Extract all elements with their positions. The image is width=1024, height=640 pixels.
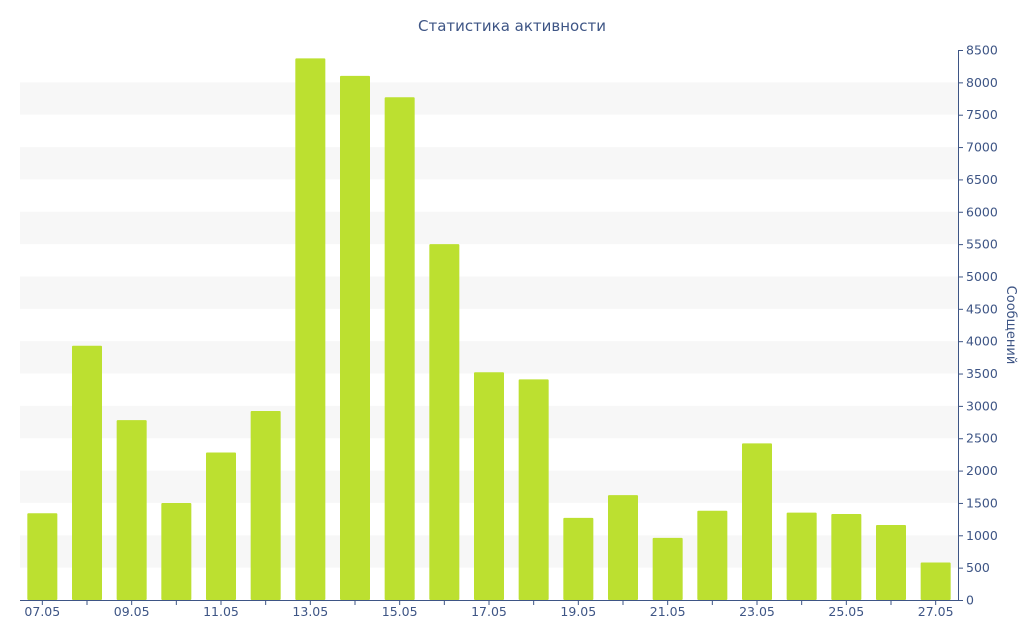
y-tick-label: 0 xyxy=(966,593,974,608)
bar-11.05[interactable] xyxy=(206,452,236,600)
axes: 0 500 1000 1500 2000 2500 3000 3500 4000 4500 5000… xyxy=(20,43,998,619)
bar-13.05[interactable] xyxy=(295,58,326,601)
bar-18.05[interactable] xyxy=(518,379,549,600)
y-tick-label: 6500 xyxy=(966,172,998,187)
bar-08.05[interactable] xyxy=(72,345,102,600)
bar-14.05[interactable] xyxy=(340,75,370,601)
y-tick-label: 500 xyxy=(966,560,990,575)
x-tick-label: 13.05 xyxy=(292,604,328,619)
chart-title: Статистика активности xyxy=(418,17,606,35)
x-tick-label: 27.05 xyxy=(918,604,954,619)
bar-20.05[interactable] xyxy=(608,495,638,600)
bar-25.05[interactable] xyxy=(831,513,862,600)
y-tick-label: 7500 xyxy=(966,107,998,122)
bar-series xyxy=(27,58,951,601)
y-tick-label: 4500 xyxy=(966,301,998,316)
x-tick-label: 25.05 xyxy=(828,604,864,619)
x-tick-label: 17.05 xyxy=(471,604,507,619)
bar-23.05[interactable] xyxy=(742,443,772,600)
x-tick-label: 19.05 xyxy=(560,604,596,619)
bar-12.05[interactable] xyxy=(250,411,281,600)
y-tick-label: 5000 xyxy=(966,269,998,284)
y-tick-label: 1500 xyxy=(966,495,998,510)
grid-band xyxy=(20,147,958,180)
bar-10.05[interactable] xyxy=(161,502,192,600)
x-tick-label: 09.05 xyxy=(114,604,150,619)
y-tick-label: 4000 xyxy=(966,334,998,349)
y-tick-label: 2000 xyxy=(966,463,998,478)
x-tick-label: 15.05 xyxy=(382,604,418,619)
bar-09.05[interactable] xyxy=(116,420,147,600)
y-tick-label: 1000 xyxy=(966,528,998,543)
grid-band xyxy=(20,211,958,245)
bar-21.05[interactable] xyxy=(652,537,683,600)
x-tick-label: 07.05 xyxy=(24,604,60,619)
y-tick-label: 8000 xyxy=(966,75,998,90)
y-tick-label: 5500 xyxy=(966,237,998,252)
y-tick-label: 7000 xyxy=(966,140,998,155)
y-tick-label: 2500 xyxy=(966,431,998,446)
bar-07.05[interactable] xyxy=(27,513,58,600)
grid-band xyxy=(20,341,958,374)
bar-22.05[interactable] xyxy=(697,510,728,600)
grid-band xyxy=(20,276,958,309)
bar-19.05[interactable] xyxy=(563,517,594,600)
y-axis-label: Сообщений xyxy=(1003,286,1018,365)
y-tick-label: 8500 xyxy=(966,43,998,58)
bar-16.05[interactable] xyxy=(429,244,460,600)
grid-band xyxy=(20,82,958,115)
x-tick-label: 21.05 xyxy=(650,604,686,619)
bar-24.05[interactable] xyxy=(786,512,817,600)
bar-17.05[interactable] xyxy=(474,372,504,600)
y-tick-label: 3500 xyxy=(966,366,998,381)
x-tick-label: 11.05 xyxy=(203,604,239,619)
y-tick-label: 3000 xyxy=(966,398,998,413)
bar-26.05[interactable] xyxy=(876,524,906,600)
x-tick-label: 23.05 xyxy=(739,604,775,619)
bar-15.05[interactable] xyxy=(384,97,415,600)
grid-bands xyxy=(20,82,958,568)
y-tick-label: 6000 xyxy=(966,204,998,219)
bar-27.05[interactable] xyxy=(920,562,951,600)
